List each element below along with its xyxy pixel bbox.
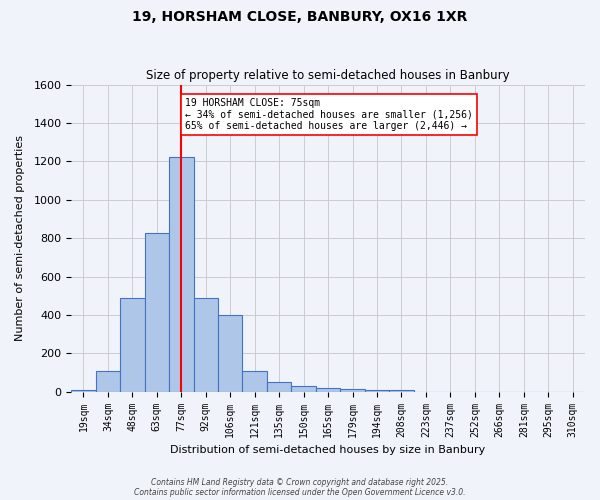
Bar [316,388,340,392]
Bar [340,389,365,392]
X-axis label: Distribution of semi-detached houses by size in Banbury: Distribution of semi-detached houses by … [170,445,486,455]
Bar [169,156,194,392]
Bar [365,390,389,392]
Text: 19 HORSHAM CLOSE: 75sqm
← 34% of semi-detached houses are smaller (1,256)
65% of: 19 HORSHAM CLOSE: 75sqm ← 34% of semi-de… [185,98,473,131]
Bar [194,298,218,392]
Bar [71,390,95,392]
Bar [389,390,414,392]
Y-axis label: Number of semi-detached properties: Number of semi-detached properties [15,135,25,341]
Text: Contains HM Land Registry data © Crown copyright and database right 2025.
Contai: Contains HM Land Registry data © Crown c… [134,478,466,497]
Bar [145,234,169,392]
Bar [95,370,120,392]
Bar [267,382,292,392]
Bar [242,370,267,392]
Bar [292,386,316,392]
Title: Size of property relative to semi-detached houses in Banbury: Size of property relative to semi-detach… [146,69,510,82]
Text: 19, HORSHAM CLOSE, BANBURY, OX16 1XR: 19, HORSHAM CLOSE, BANBURY, OX16 1XR [133,10,467,24]
Bar [120,298,145,392]
Bar [218,315,242,392]
